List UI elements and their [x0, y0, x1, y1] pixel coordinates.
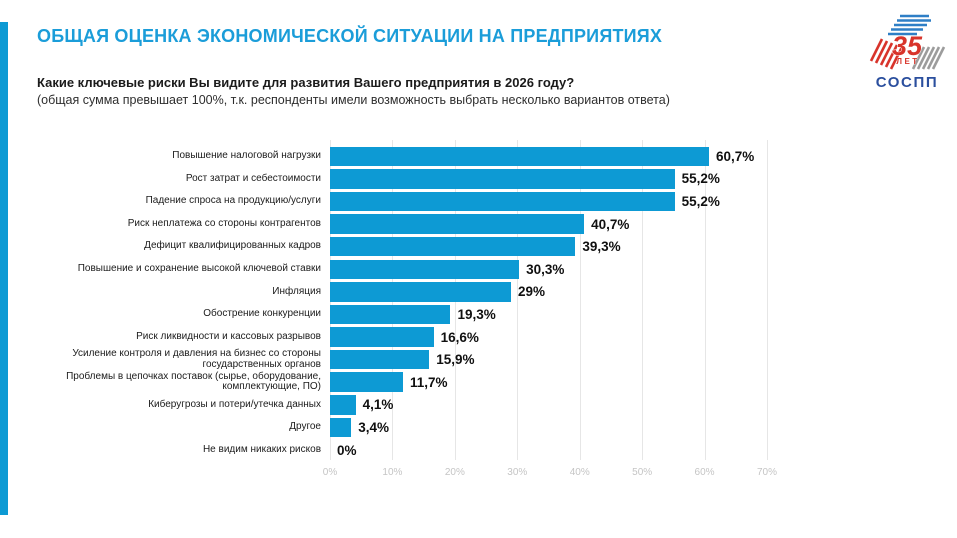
value-label: 40,7% [591, 216, 630, 232]
value-label: 55,2% [681, 171, 720, 187]
bar [330, 169, 675, 189]
chart-row: Усиление контроля и давления на бизнес с… [0, 348, 820, 371]
category-label: Не видим никаких рисков [202, 443, 321, 455]
bar-track: 29% [330, 282, 820, 302]
survey-note: (общая сумма превышает 100%, т.к. респон… [37, 93, 670, 107]
chart-row: Повышение налоговой нагрузки 60,7% [0, 145, 820, 168]
logo-org-name: СОСПП [875, 74, 939, 91]
category-label: Риск ликвидности и кассовых разрывов [136, 330, 321, 342]
gridline [517, 140, 519, 460]
bar [330, 236, 576, 257]
category-label: Падение спроса на продукцию/услуги [145, 195, 321, 207]
value-label: 19,3% [457, 306, 496, 322]
bar [330, 372, 404, 392]
category-label: Инфляция [272, 285, 321, 297]
logo-emblem-icon: 35 ЛЕТ [869, 14, 946, 70]
logo-anniversary-caption: ЛЕТ [896, 57, 919, 66]
chart-row: Повышение и сохранение высокой ключевой … [0, 258, 820, 281]
bar-track: 30,3% [330, 259, 820, 280]
bar-track: 11,7% [330, 372, 820, 392]
bar-track: 60,7% [330, 146, 820, 167]
x-axis-tick-label: 60% [694, 467, 715, 478]
chart-row: Другое 3,4% [0, 416, 820, 439]
value-label: 29% [518, 284, 546, 300]
bar [330, 214, 585, 234]
category-label: Другое [289, 421, 321, 433]
x-axis-tick-label: 50% [632, 467, 653, 478]
chart-row: Падение спроса на продукцию/услуги 55,2% [0, 190, 820, 213]
value-label: 15,9% [436, 352, 475, 368]
category-label: Повышение и сохранение высокой ключевой … [77, 262, 321, 274]
x-axis-tick-label: 0% [322, 467, 338, 478]
gridline [704, 140, 706, 460]
category-label: Обострение конкуренции [203, 308, 321, 320]
chart-row: Рост затрат и себестоимости 55,2% [0, 168, 820, 191]
category-label: Проблемы в цепочках поставок (сырье, обо… [66, 370, 321, 393]
category-label: Рост затрат и себестоимости [185, 172, 321, 184]
value-label: 0% [337, 442, 357, 458]
chart-row: Проблемы в цепочках поставок (сырье, обо… [0, 371, 820, 394]
chart-row: Дефицит квалифицированных кадров 39,3% [0, 235, 820, 258]
value-label: 11,7% [410, 374, 448, 390]
value-label: 39,3% [582, 239, 621, 255]
bar-track: 16,6% [330, 327, 820, 347]
chart-row: Инфляция 29% [0, 281, 820, 304]
left-accent-bar [0, 22, 8, 515]
value-label: 16,6% [440, 329, 479, 345]
bar [330, 146, 709, 167]
chart-rows: Повышение налоговой нагрузки 60,7% Рост за… [0, 145, 820, 461]
category-label: Киберугрозы и потери/утечка данных [148, 398, 321, 410]
x-axis-tick-label: 10% [382, 467, 403, 478]
bar-track: 55,2% [330, 169, 820, 189]
page-title: ОБЩАЯ ОЦЕНКА ЭКОНОМИЧЕСКОЙ СИТУАЦИИ НА П… [37, 26, 663, 46]
bar-track: 4,1% [330, 395, 820, 415]
category-label: Повышение налоговой нагрузки [172, 150, 321, 161]
gridline [579, 140, 581, 460]
bar-track: 0% [330, 440, 820, 460]
value-label: 4,1% [362, 397, 394, 413]
value-label: 60,7% [715, 148, 755, 164]
category-label: Риск неплатежа со стороны контрагентов [127, 217, 321, 229]
bar [330, 282, 512, 302]
x-axis: 0% 10% 20% 30% 40% 50% 60% 70% [323, 467, 777, 481]
bar [330, 395, 356, 415]
bar-track: 55,2% [330, 191, 820, 212]
bar [330, 259, 520, 280]
bar [330, 349, 430, 370]
bar-track: 19,3% [330, 304, 820, 325]
category-label: Дефицит квалифицированных кадров [144, 240, 321, 252]
bar [330, 327, 434, 347]
chart-row: Не видим никаких рисков 0% [0, 439, 820, 462]
bar-track: 40,7% [330, 214, 820, 234]
x-axis-tick-label: 30% [507, 467, 528, 478]
bar [330, 417, 352, 438]
value-label: 3,4% [358, 419, 389, 435]
chart-row: Риск неплатежа со стороны контрагентов 40… [0, 213, 820, 236]
bar-track: 15,9% [330, 349, 820, 370]
x-axis-tick-label: 20% [444, 467, 465, 478]
logo-anniversary-number: 35 [892, 31, 923, 61]
company-logo: 35 ЛЕТ СОСПП [866, 11, 948, 91]
chart-row: Обострение конкуренции 19,3% [0, 303, 820, 326]
bar-track: 39,3% [330, 236, 820, 257]
bar [330, 191, 675, 212]
survey-question: Какие ключевые риски Вы видите для разви… [37, 75, 575, 90]
value-label: 55,2% [681, 193, 720, 209]
bar [330, 304, 451, 325]
gridline [642, 140, 644, 460]
gridline [767, 140, 768, 460]
chart-row: Риск ликвидности и кассовых разрывов 16,6… [0, 326, 820, 349]
x-axis-tick-label: 40% [569, 467, 590, 478]
category-label: Усиление контроля и давления на бизнес с… [72, 348, 321, 370]
chart-row: Киберугрозы и потери/утечка данных 4,1% [0, 394, 820, 417]
value-label: 30,3% [526, 261, 565, 277]
bar-track: 3,4% [330, 417, 820, 438]
x-axis-tick-label: 70% [756, 467, 778, 478]
